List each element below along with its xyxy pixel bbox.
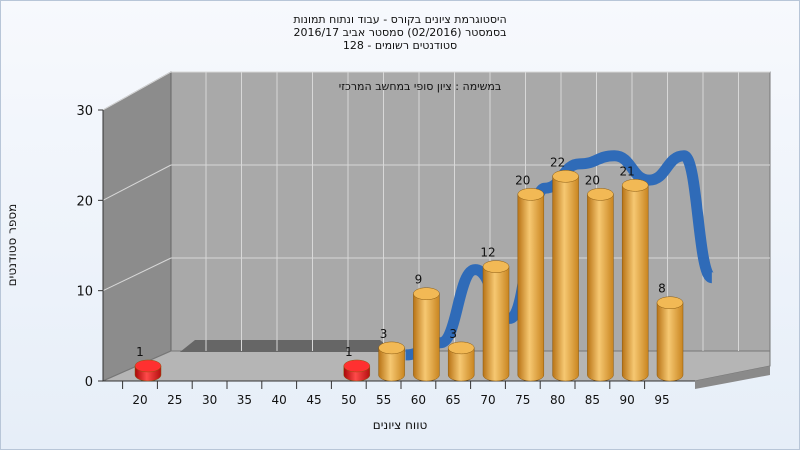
y-tick-label: 10 xyxy=(76,285,93,300)
x-tick-label: 25 xyxy=(167,393,182,407)
bar-55 xyxy=(378,341,405,382)
bar-value-label: 3 xyxy=(380,327,388,341)
x-tick-label: 30 xyxy=(202,393,217,407)
x-tick-label: 65 xyxy=(446,393,461,407)
x-tick-label: 60 xyxy=(411,393,426,407)
x-tick-label: 70 xyxy=(480,393,495,407)
bar-60 xyxy=(413,287,440,382)
bar-value-label: 22 xyxy=(550,155,565,169)
floor-edge xyxy=(695,366,770,389)
bar-value-label: 20 xyxy=(585,173,600,187)
bar-body xyxy=(587,194,614,382)
x-tick-label: 35 xyxy=(237,393,252,407)
bar-body xyxy=(552,176,579,382)
chart-title-line-3: סטודנטים רשומים - 128 xyxy=(342,39,458,52)
floor-shadow-band xyxy=(180,340,395,352)
y-tick-label: 30 xyxy=(76,104,93,119)
bar-value-label: 3 xyxy=(449,327,457,341)
y-tick-label: 20 xyxy=(76,194,93,209)
bar-value-label: 1 xyxy=(136,345,144,359)
bar-top xyxy=(378,341,405,355)
x-tick-label: 80 xyxy=(550,393,565,407)
bar-top xyxy=(413,287,440,300)
bar-body xyxy=(482,266,510,382)
bar-50 xyxy=(343,359,371,382)
bar-body xyxy=(656,302,684,382)
chart-annotation: במשימה : ציון סופי במחשב המרכזי xyxy=(338,80,502,93)
left-wall xyxy=(102,71,172,382)
bar-value-label: 9 xyxy=(415,273,423,287)
bar-top xyxy=(482,260,510,273)
bar-value-label: 21 xyxy=(620,164,635,178)
chart-title-line-1: היסטוגרמת ציונים בקורס - עבוד ונתוח תמונ… xyxy=(293,13,507,26)
x-tick-label: 45 xyxy=(306,393,321,407)
y-axis-label: מספר סטודנטים xyxy=(5,203,19,287)
bar-value-label: 1 xyxy=(345,345,353,359)
x-tick-label: 55 xyxy=(376,393,391,407)
grid-line-side xyxy=(102,164,172,201)
x-tick-label: 90 xyxy=(620,393,635,407)
y-tick-label: 0 xyxy=(85,375,93,390)
bar-75 xyxy=(517,188,545,382)
x-tick-label: 85 xyxy=(585,393,600,407)
bar-80 xyxy=(552,170,579,382)
bar-65 xyxy=(447,341,475,382)
bar-95 xyxy=(656,296,684,382)
bar-body xyxy=(517,194,545,382)
grid-line-side xyxy=(102,257,172,292)
bar-top xyxy=(134,359,162,373)
grid-line-side xyxy=(102,71,172,111)
bar-body xyxy=(378,347,405,382)
bar-85 xyxy=(587,188,614,382)
bar-top xyxy=(656,296,684,309)
x-tick-label: 20 xyxy=(132,393,147,407)
x-tick-label: 50 xyxy=(341,393,356,407)
bar-top xyxy=(343,359,371,373)
x-tick-label: 95 xyxy=(654,393,669,407)
bar-body xyxy=(447,347,475,382)
x-tick-label: 40 xyxy=(272,393,287,407)
bar-top xyxy=(587,188,614,201)
bar-top xyxy=(552,170,579,183)
bar-top xyxy=(517,188,545,201)
bar-body xyxy=(621,185,649,382)
bar-value-label: 20 xyxy=(515,173,530,187)
bar-70 xyxy=(482,260,510,382)
bar-body xyxy=(413,293,440,382)
bar-value-label: 12 xyxy=(480,246,495,260)
x-axis-label: טווח ציונים xyxy=(372,418,428,432)
x-tick-label: 75 xyxy=(515,393,530,407)
bar-top xyxy=(447,341,475,355)
bar-20 xyxy=(134,359,162,382)
bar-90 xyxy=(621,179,649,382)
chart-title-line-2: בסמסטר (02/2016) סמסטר אביב 2016/17 xyxy=(293,26,507,39)
bar-top xyxy=(621,179,649,192)
bar-value-label: 8 xyxy=(658,282,666,296)
